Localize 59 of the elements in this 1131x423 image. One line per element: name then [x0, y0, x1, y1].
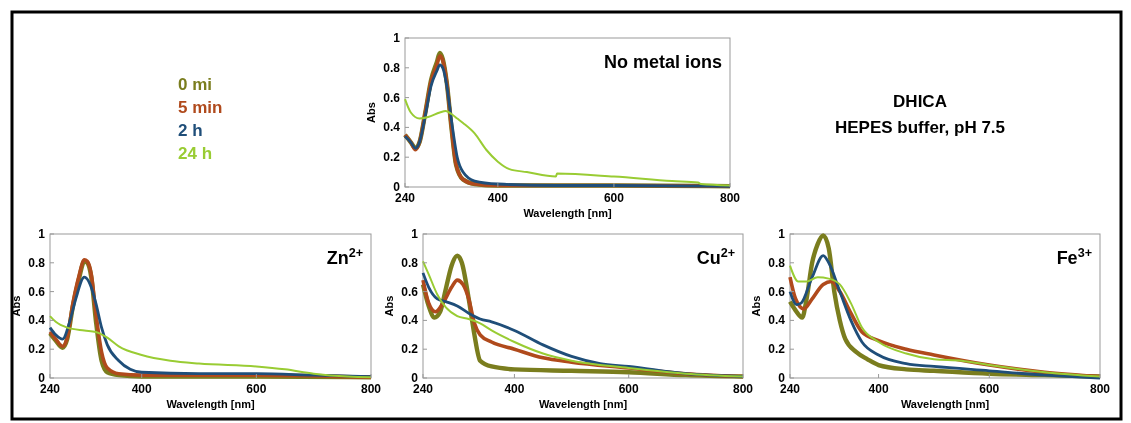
x-tick-label: 800 [732, 382, 754, 396]
y-tick-label: 0.8 [28, 255, 46, 270]
y-axis-title: Abs [365, 102, 377, 123]
y-tick-label: 0.8 [768, 255, 786, 270]
x-axis-title: Wavelength [nm] [900, 398, 990, 410]
line-series [404, 98, 731, 187]
y-tick-label: 0.2 [401, 342, 419, 357]
y-tick-label: 0 [38, 371, 46, 385]
line-series [49, 315, 372, 379]
y-tick-label: 0.8 [401, 255, 419, 270]
x-tick-label: 400 [131, 382, 153, 396]
x-tick-label: 240 [394, 191, 416, 205]
y-tick-label: 1 [393, 31, 401, 45]
x-tick-label: 400 [504, 382, 525, 396]
x-tick-label: 400 [487, 191, 509, 205]
x-tick-label: 400 [868, 382, 889, 396]
y-tick-label: 0.2 [28, 342, 46, 357]
text: Zn$^{2+}$ [326, 246, 363, 268]
text: 2 h [178, 121, 203, 140]
text: HEPES buffer, pH 7.5 [834, 118, 1006, 137]
x-tick-label: 600 [246, 382, 267, 396]
y-tick-label: 0.6 [401, 284, 419, 299]
y-tick-label: 0.6 [28, 284, 46, 299]
x-axis-title: Wavelength [nm] [166, 398, 255, 410]
y-axis-title: Abs [383, 295, 395, 317]
text: DHICA [893, 92, 947, 111]
y-tick-label: 0.4 [401, 313, 419, 328]
y-tick-label: 0.4 [28, 313, 46, 328]
y-tick-label: 0.6 [383, 90, 401, 105]
x-tick-label: 800 [360, 382, 382, 396]
x-axis-title: Wavelength [nm] [523, 207, 612, 219]
y-tick-label: 0.4 [768, 313, 786, 328]
y-tick-label: 0 [393, 180, 401, 194]
x-axis-title: Wavelength [nm] [538, 398, 628, 410]
text: 0 mi [178, 75, 213, 94]
y-tick-label: 0 [411, 371, 419, 385]
y-tick-label: 0.2 [768, 342, 786, 357]
x-tick-label: 240 [39, 382, 61, 396]
y-tick-label: 0 [778, 371, 786, 385]
x-tick-label: 600 [979, 382, 1000, 396]
y-tick-label: 0.8 [383, 60, 401, 75]
text: Cu$^{2+}$ [696, 246, 735, 268]
text: 24 h [178, 144, 213, 163]
x-tick-label: 240 [412, 382, 434, 396]
text: No metal ions [603, 52, 722, 72]
x-tick-label: 240 [779, 382, 801, 396]
y-tick-label: 0.2 [383, 150, 401, 165]
y-tick-label: 1 [38, 227, 46, 241]
y-tick-label: 1 [411, 227, 419, 241]
x-tick-label: 600 [603, 191, 625, 205]
text: Fe$^{3+}$ [1056, 246, 1092, 268]
y-axis-title: Abs [750, 295, 762, 317]
y-tick-label: 1 [778, 227, 786, 241]
x-tick-label: 800 [719, 191, 741, 205]
text: 5 min [178, 98, 223, 117]
x-tick-label: 800 [1089, 382, 1111, 396]
y-tick-label: 0.6 [768, 284, 786, 299]
y-tick-label: 0.4 [383, 120, 401, 135]
x-tick-label: 600 [618, 382, 640, 396]
